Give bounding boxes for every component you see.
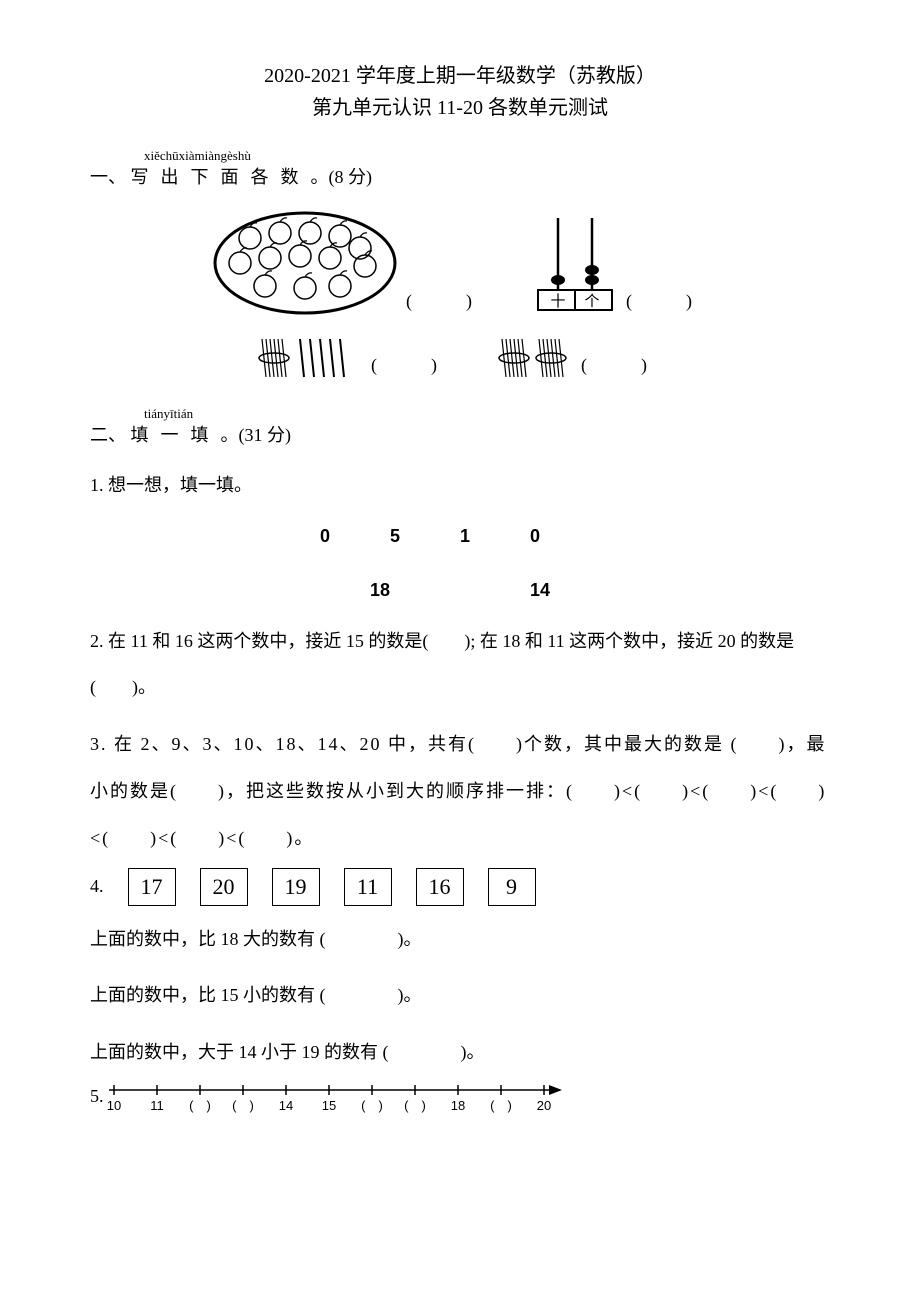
number-line: 10 11 ( ) ( ) 14 15 ( ) ( ) 18 ( ) 20 [104,1080,564,1116]
q2-4-line1: 上面的数中，比 18 大的数有 ( )。 [90,916,830,963]
q2-1-n3: 18 [370,573,390,607]
section-2-text: 填一填 [131,425,221,445]
q2-1-row1: 0510 [90,519,830,553]
q2-3: 3. 在 2、9、3、10、18、14、20 中，共有( )个数，其中最大的数是… [90,721,830,861]
title-line-2: 第九单元认识 11-20 各数单元测试 [90,92,830,124]
blank-paren-2: ( ) [626,284,710,318]
section-1-text: 写出下面各数 [131,167,311,187]
q1-row1: ( ) 十 个 ( ) [90,208,830,318]
svg-text:18: 18 [450,1098,464,1113]
numbox-2: 19 [272,868,320,906]
section-1-points: 。(8 分) [311,167,373,187]
numbox-0: 17 [128,868,176,906]
numbox-3: 11 [344,868,392,906]
abacus-ones-label: 个 [584,293,599,310]
q2-4-line2: 上面的数中，比 15 小的数有 ( )。 [90,972,830,1019]
blank-paren-4: ( ) [581,348,665,382]
blank-paren-1: ( ) [406,284,490,318]
svg-text:10: 10 [106,1098,120,1113]
numbox-1: 20 [200,868,248,906]
svg-text:( ): ( ) [404,1098,426,1113]
title-line-1: 2020-2021 学年度上期一年级数学（苏教版） [90,60,830,92]
section-2-points: 。(31 分) [221,425,292,445]
svg-text:( ): ( ) [189,1098,211,1113]
section-2-num: 二、 [90,425,126,445]
section-2-pinyin: tiányītián [144,402,193,427]
q2-1-n4: 14 [530,573,550,607]
section-1-num: 一、 [90,167,126,187]
svg-text:( ): ( ) [361,1098,383,1113]
q2-1-n1: 5 [390,526,460,546]
svg-text:15: 15 [321,1098,335,1113]
section-1-header: xiěchūxiàmiàngèshù 一、 写出下面各数。(8 分) [90,160,830,194]
blank-paren-3: ( ) [371,348,455,382]
svg-text:20: 20 [536,1098,550,1113]
numbox-5: 9 [488,868,536,906]
svg-text:14: 14 [278,1098,292,1113]
q2-1-label: 1. 想一想，填一填。 [90,462,830,509]
q2-1-n0: 0 [320,526,390,546]
q2-4-boxes: 4. 17 20 19 11 16 9 [90,868,830,906]
q2-1-n2: 10 [460,526,600,546]
sticks-figure-1: ( ) [255,332,455,382]
q2-4-label: 4. [90,869,104,903]
q2-4-line3: 上面的数中，大于 14 小于 19 的数有 ( )。 [90,1029,830,1076]
section-2-header: tiányītián 二、 填一填。(31 分) [90,418,830,452]
q2-1-row2: 1814 [90,573,830,607]
q2-5-label: 5. [90,1079,104,1113]
q2-2: 2. 在 11 和 16 这两个数中，接近 15 的数是( ); 在 18 和 … [90,618,830,712]
svg-text:11: 11 [150,1098,164,1113]
sticks-figure-2: ( ) [495,332,665,382]
abacus-tens-label: 十 [550,293,565,310]
q2-5-row: 5. 10 11 ( ) ( ) 14 15 ( ) ( ) 18 ( ) 20 [90,1076,830,1116]
apples-figure: ( ) [210,208,490,318]
svg-text:( ): ( ) [232,1098,254,1113]
abacus-figure: 十 个 ( ) [530,208,710,318]
q1-row2: ( ) ( ) [90,332,830,382]
numbox-4: 16 [416,868,464,906]
section-1-pinyin: xiěchūxiàmiàngèshù [144,144,251,169]
svg-text:( ): ( ) [490,1098,512,1113]
